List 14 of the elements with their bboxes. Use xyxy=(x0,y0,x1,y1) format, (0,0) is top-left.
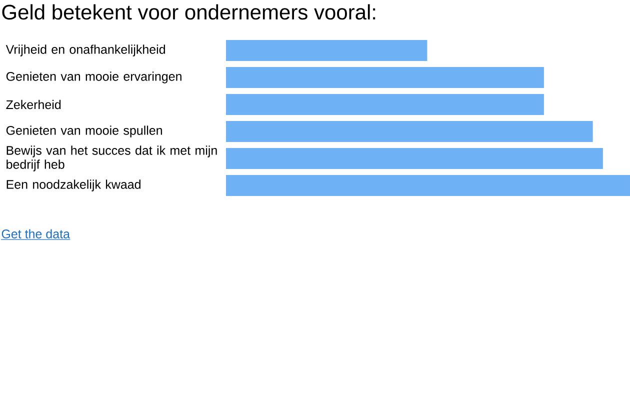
bar xyxy=(226,67,544,88)
y-tick-label: Bewijs van het succes dat ik met mijn bedrijf heb xyxy=(6,146,217,172)
bar xyxy=(226,121,593,142)
text: Get the data xyxy=(2,229,70,238)
y-tick-label: Genieten van mooie ervaringen xyxy=(6,72,182,84)
bar xyxy=(226,40,428,62)
y-tick-label: Genieten van mooie spullen xyxy=(6,126,162,138)
bar xyxy=(226,94,544,116)
y-tick-label: Vrijheid en onafhankelijkheid xyxy=(6,44,166,56)
bar xyxy=(226,148,603,170)
y-tick-label: Een noodzakelijk kwaad xyxy=(6,180,140,192)
bar xyxy=(226,175,630,196)
chart-title: Geld betekent voor ondernemers vooral: xyxy=(2,4,376,20)
y-tick-label: Zekerheid xyxy=(6,100,61,110)
